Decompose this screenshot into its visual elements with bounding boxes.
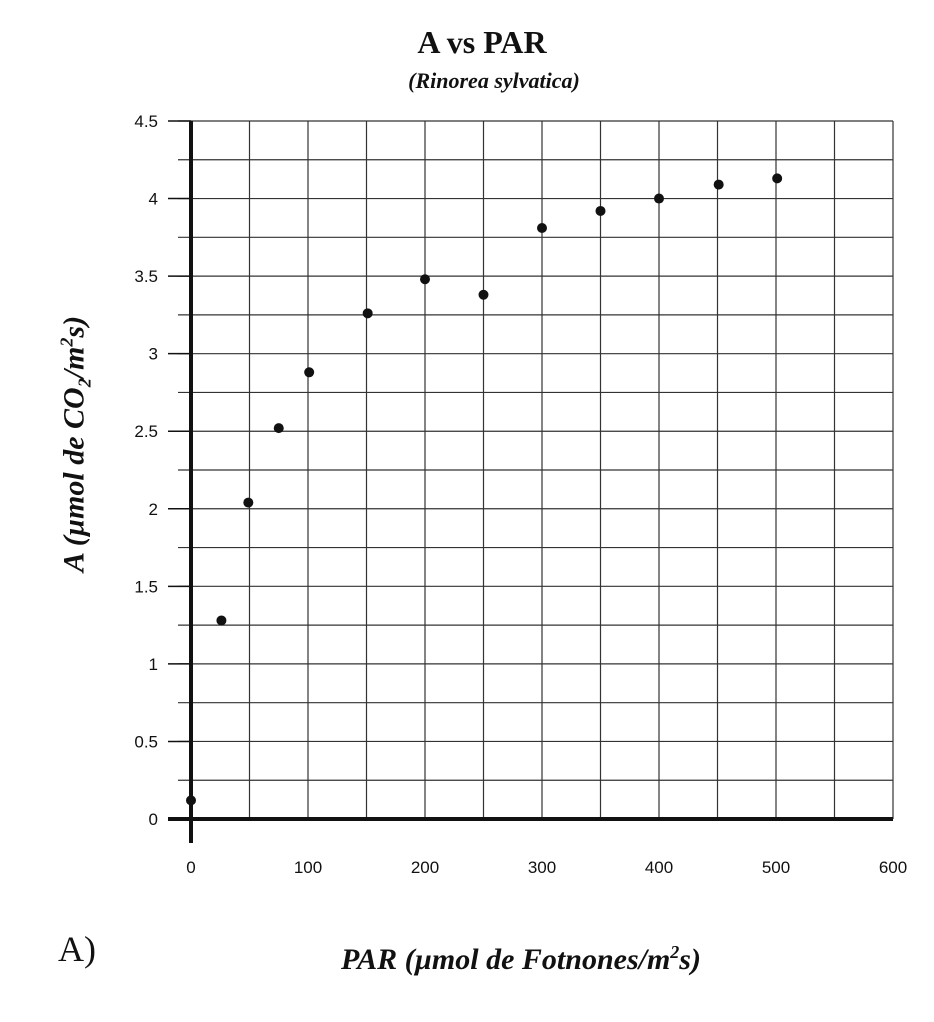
data-point	[362, 308, 373, 319]
x-axis-label-superscript: 2	[670, 942, 680, 962]
tick-labels: 0 0.5 1 1.5 2 2.5 3 3.5 4 4.5 0 100 200 300 400 500 600	[134, 112, 907, 877]
data-point	[713, 179, 724, 190]
y-tick-label: 3.5	[134, 267, 158, 286]
data-point	[304, 367, 315, 378]
x-tick-label: 200	[411, 858, 439, 877]
data-point	[243, 497, 254, 508]
y-tick-label: 4.5	[134, 112, 158, 131]
data-point	[772, 173, 783, 184]
data-point	[478, 289, 489, 300]
data-point	[654, 193, 664, 204]
x-tick-label: 300	[528, 858, 556, 877]
x-tick-label: 400	[645, 858, 673, 877]
data-point	[216, 615, 227, 626]
y-tick-label: 0	[149, 810, 158, 829]
chart-title: A vs PAR	[417, 24, 547, 60]
x-tick-label: 500	[762, 858, 790, 877]
data-point	[273, 423, 284, 434]
panel-label: A)	[58, 929, 96, 969]
y-tick-label: 2.5	[134, 422, 158, 441]
grid-lines	[178, 120, 894, 819]
x-tick-label: 100	[294, 858, 322, 877]
data-points	[186, 173, 783, 806]
y-tick-label: 4	[149, 190, 158, 209]
y-tick-label: 1	[149, 655, 158, 674]
x-axis-label: PAR (µmol de Fotnones/m2s)	[0, 942, 934, 977]
x-axis-label-part: s)	[679, 943, 701, 976]
y-tick-label: 2	[149, 500, 158, 519]
data-point	[595, 205, 606, 216]
data-point	[186, 795, 196, 806]
data-point	[420, 274, 430, 285]
y-tick-label: 0.5	[134, 732, 158, 751]
y-tick-label: 3	[149, 345, 158, 364]
x-tick-label: 0	[186, 858, 195, 877]
x-axis-label-part: PAR (µmol de Fotnones/m	[341, 943, 671, 976]
axes	[168, 120, 893, 843]
chart-subtitle: (Rinorea sylvatica)	[408, 68, 580, 93]
x-tick-label: 600	[879, 858, 907, 877]
y-tick-label: 1.5	[134, 577, 158, 596]
data-point	[537, 223, 547, 234]
